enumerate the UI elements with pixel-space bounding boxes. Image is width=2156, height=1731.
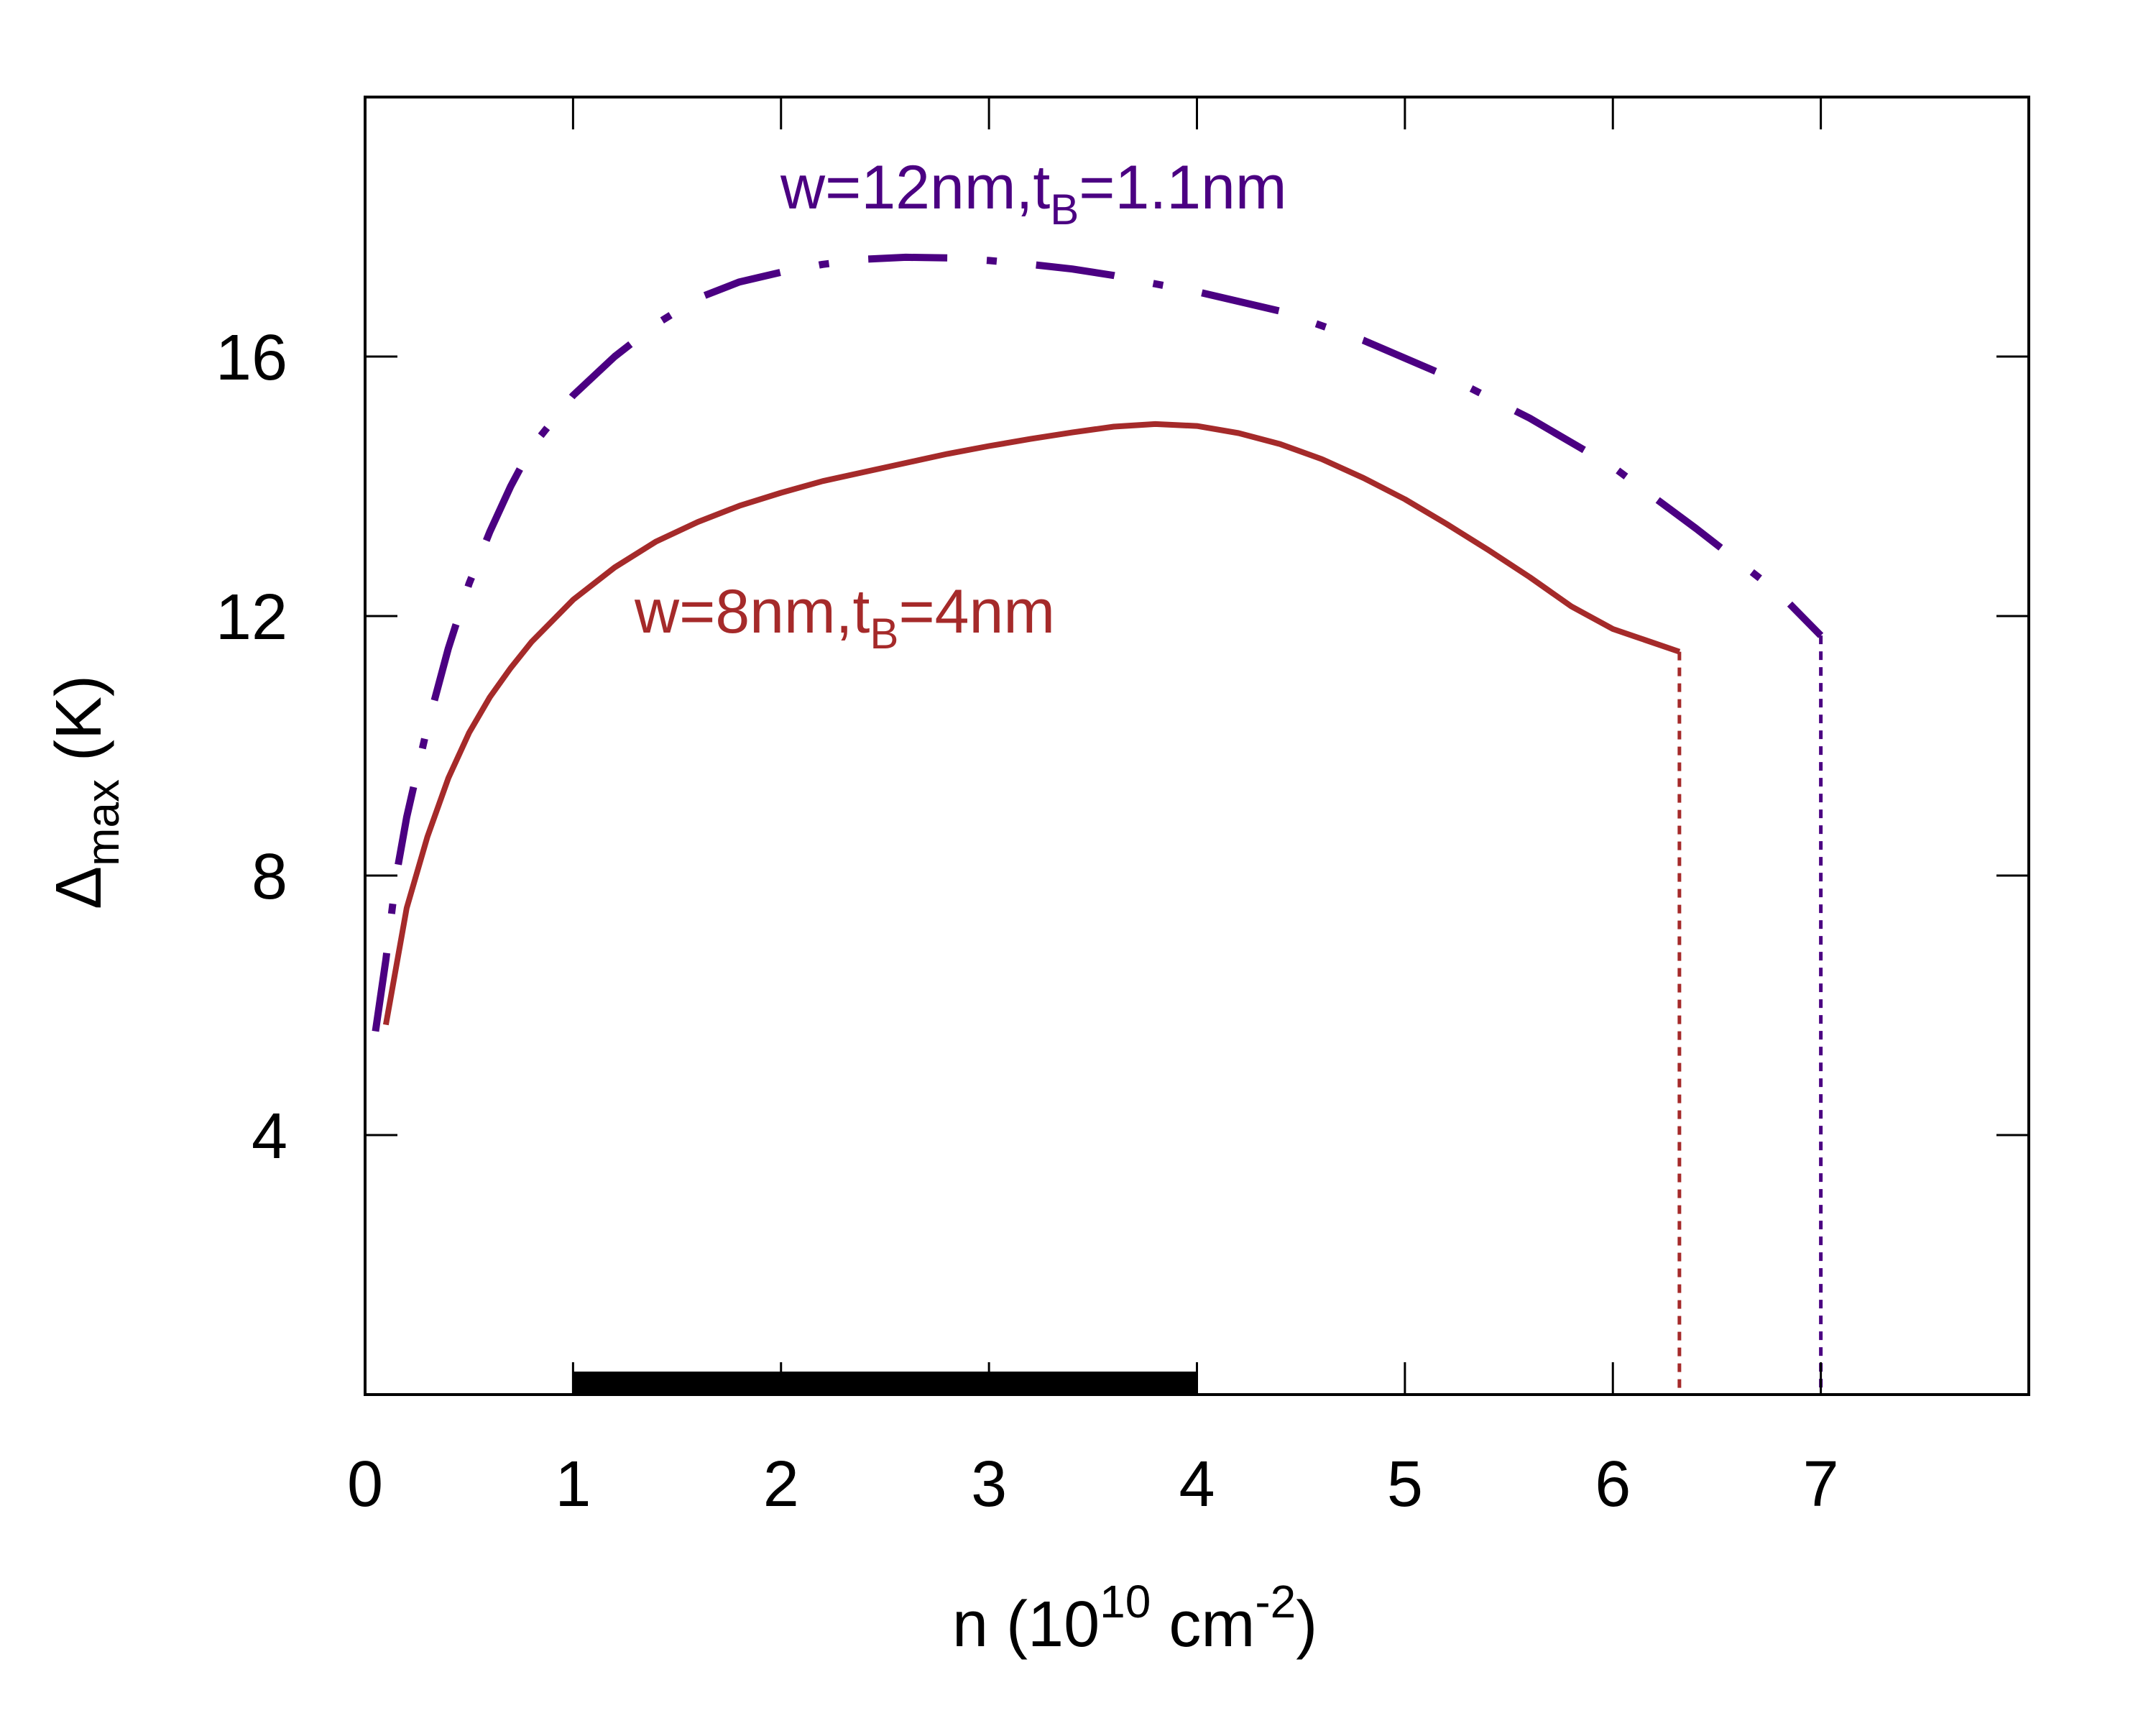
y-tick-label: 4 — [252, 1101, 287, 1172]
x-tick-label: 0 — [347, 1448, 383, 1520]
x-tick-label: 3 — [971, 1448, 1007, 1520]
y-axis-label: Δmax (K) — [43, 675, 129, 909]
y-tick-label: 8 — [252, 841, 287, 913]
x-tick-label: 1 — [555, 1448, 591, 1520]
y-tick-label: 12 — [216, 582, 287, 653]
series-label-w8: w=8nm,tB=4nm — [634, 577, 1055, 658]
y-tick-label: 16 — [216, 322, 287, 394]
x-tick-label: 2 — [763, 1448, 799, 1520]
x-tick-label: 6 — [1595, 1448, 1631, 1520]
x-tick-label: 5 — [1387, 1448, 1423, 1520]
x-tick-label: 4 — [1179, 1448, 1215, 1520]
series-line-2 — [382, 421, 1681, 1026]
series-line-1 — [372, 253, 1824, 1032]
highlight-range-bar — [573, 1372, 1197, 1395]
x-tick-label: 7 — [1803, 1448, 1839, 1520]
series-label-w12: w=12nm,tB=1.1nm — [780, 153, 1287, 234]
plot-frame — [364, 96, 2030, 1396]
x-axis-label: n (1010 cm-2) — [952, 1576, 1317, 1661]
